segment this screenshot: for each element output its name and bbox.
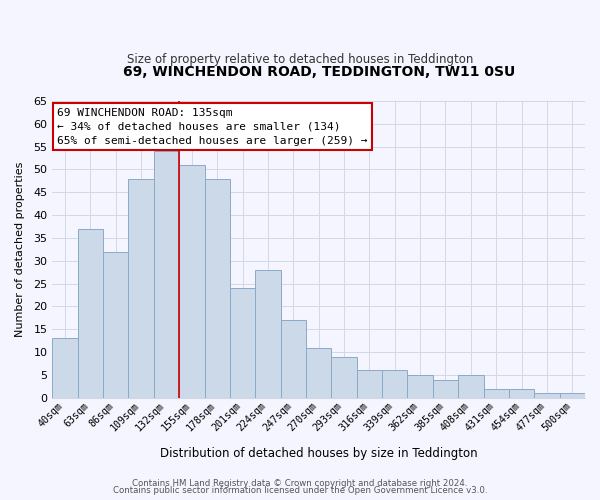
Text: Size of property relative to detached houses in Teddington: Size of property relative to detached ho… [127,52,473,66]
Bar [154,151,179,398]
Bar [306,348,331,398]
Bar [77,229,103,398]
Bar [179,165,205,398]
Bar [509,388,534,398]
Bar [382,370,407,398]
Bar [331,356,357,398]
X-axis label: Distribution of detached houses by size in Teddington: Distribution of detached houses by size … [160,447,478,460]
Bar [433,380,458,398]
Bar [357,370,382,398]
Bar [52,338,77,398]
Bar [128,178,154,398]
Bar [281,320,306,398]
Title: 69, WINCHENDON ROAD, TEDDINGTON, TW11 0SU: 69, WINCHENDON ROAD, TEDDINGTON, TW11 0S… [122,65,515,79]
Bar [560,393,585,398]
Bar [484,388,509,398]
Bar [407,375,433,398]
Bar [205,178,230,398]
Bar [534,393,560,398]
Text: 69 WINCHENDON ROAD: 135sqm
← 34% of detached houses are smaller (134)
65% of sem: 69 WINCHENDON ROAD: 135sqm ← 34% of deta… [58,108,368,146]
Text: Contains HM Land Registry data © Crown copyright and database right 2024.: Contains HM Land Registry data © Crown c… [132,478,468,488]
Y-axis label: Number of detached properties: Number of detached properties [15,162,25,337]
Text: Contains public sector information licensed under the Open Government Licence v3: Contains public sector information licen… [113,486,487,495]
Bar [255,270,281,398]
Bar [230,288,255,398]
Bar [458,375,484,398]
Bar [103,252,128,398]
